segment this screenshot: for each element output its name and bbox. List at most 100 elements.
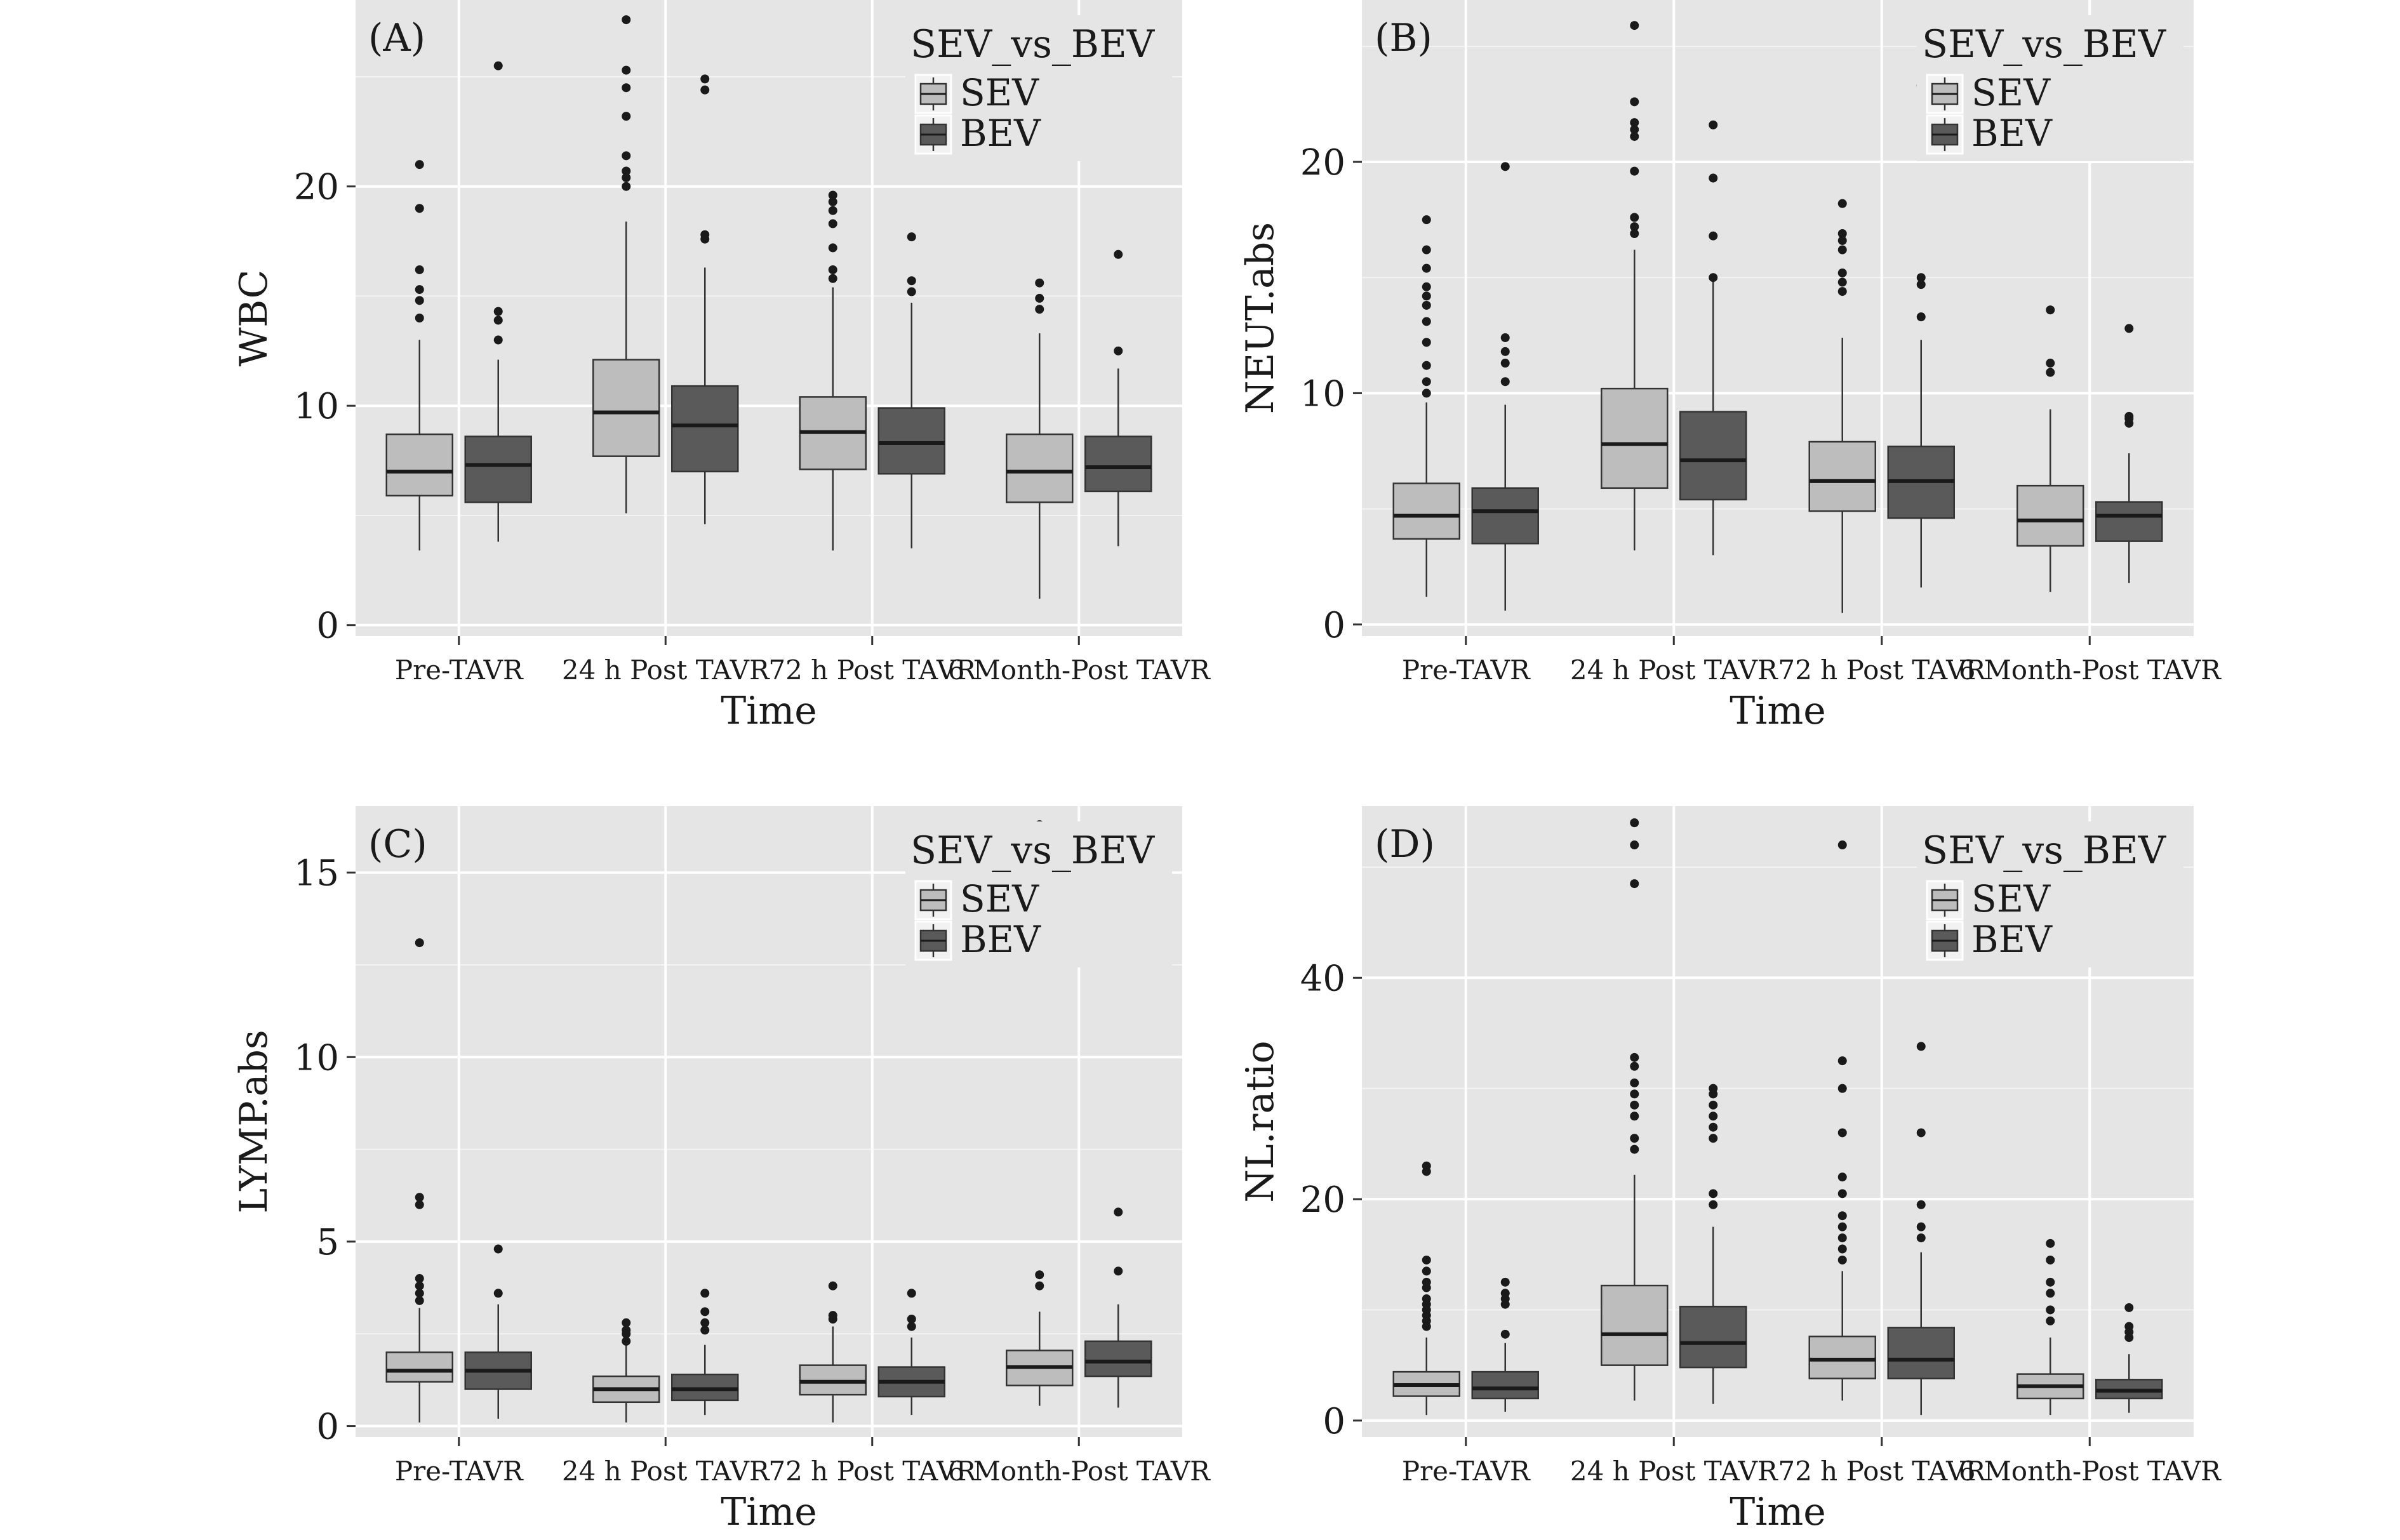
outlier-point bbox=[415, 1274, 424, 1284]
box-sev-3 bbox=[2017, 305, 2084, 592]
box-iqr bbox=[1601, 1284, 1669, 1366]
outlier-point bbox=[1500, 347, 1510, 356]
x-tick-label: Pre-TAVR bbox=[395, 1456, 524, 1487]
y-tick-label: 10 bbox=[1300, 373, 1345, 415]
outlier-point bbox=[1422, 1255, 1431, 1265]
outlier-point bbox=[1630, 1061, 1639, 1071]
outlier-point bbox=[1837, 1244, 1847, 1254]
outlier-point bbox=[1630, 213, 1639, 222]
outlier-point bbox=[1630, 166, 1639, 176]
outlier-point bbox=[1709, 1189, 1718, 1198]
y-tick-label: 20 bbox=[1300, 142, 1345, 183]
outlier-point bbox=[415, 285, 424, 295]
box-iqr bbox=[385, 1351, 453, 1383]
box-iqr bbox=[1808, 441, 1876, 512]
outlier-point bbox=[415, 1200, 424, 1209]
outlier-point bbox=[1500, 162, 1510, 171]
outlier-point bbox=[1709, 120, 1718, 129]
outlier-point bbox=[493, 315, 503, 325]
chart-panel-b: 0 10 20 Pre-TAVR 24 h Post TAVR 72 h Post TAV… bbox=[1238, 0, 2222, 733]
x-tick-label: Pre-TAVR bbox=[1402, 1456, 1531, 1487]
outlier-point bbox=[1837, 1222, 1847, 1231]
x-tick-label: 24 h Post TAVR bbox=[1570, 654, 1778, 686]
panel-label: (D) bbox=[1375, 822, 1435, 866]
outlier-point bbox=[493, 61, 503, 70]
outlier-point bbox=[622, 83, 631, 93]
y-axis-title: NL.ratio bbox=[1238, 1040, 1283, 1202]
outlier-point bbox=[1114, 346, 1123, 355]
y-tick-label: 40 bbox=[1300, 958, 1345, 999]
outlier-point bbox=[700, 1318, 710, 1327]
legend-entry-sev: SEV bbox=[960, 877, 1039, 920]
outlier-point bbox=[1837, 268, 1847, 277]
box-iqr bbox=[1084, 435, 1152, 493]
outlier-point bbox=[1422, 245, 1431, 255]
box-sev-1 bbox=[592, 1318, 660, 1423]
outlier-point bbox=[415, 1296, 424, 1305]
box-bev-0 bbox=[464, 1244, 532, 1419]
outlier-point bbox=[907, 1289, 916, 1298]
x-tick-label: 72 h Post TAVR bbox=[1778, 654, 1986, 686]
box-iqr bbox=[1471, 487, 1539, 545]
outlier-point bbox=[907, 1322, 916, 1331]
box-sev-3 bbox=[1006, 278, 1074, 599]
outlier-point bbox=[1630, 222, 1639, 232]
outlier-point bbox=[415, 296, 424, 305]
box-bev-2 bbox=[1887, 81, 1955, 588]
outlier-point bbox=[1035, 293, 1044, 303]
outlier-point bbox=[622, 15, 631, 25]
outlier-point bbox=[1916, 1128, 1926, 1138]
y-axis-title: LYMP.abs bbox=[232, 1030, 276, 1213]
outlier-point bbox=[1035, 1270, 1044, 1280]
box-sev-2 bbox=[1808, 199, 1876, 613]
outlier-point bbox=[828, 243, 837, 253]
legend-title: SEV_vs_BEV bbox=[910, 22, 1156, 67]
outlier-point bbox=[415, 204, 424, 213]
panel-label: (C) bbox=[368, 822, 427, 866]
outlier-point bbox=[828, 1281, 837, 1291]
outlier-point bbox=[1916, 312, 1926, 322]
outlier-point bbox=[1837, 1211, 1847, 1221]
box-bev-0 bbox=[1471, 162, 1539, 611]
box-iqr bbox=[2017, 484, 2084, 547]
outlier-point bbox=[1837, 245, 1847, 255]
outlier-point bbox=[415, 1193, 424, 1202]
y-tick-label: 0 bbox=[316, 606, 339, 647]
outlier-point bbox=[1035, 305, 1044, 314]
panel-label: (B) bbox=[1375, 16, 1432, 60]
outlier-point bbox=[493, 1244, 503, 1254]
box-iqr bbox=[1006, 433, 1074, 503]
outlier-point bbox=[622, 1318, 631, 1327]
box-sev-2 bbox=[1808, 840, 1876, 1401]
outlier-point bbox=[1837, 1233, 1847, 1243]
outlier-point bbox=[1422, 361, 1431, 370]
outlier-point bbox=[1837, 1128, 1847, 1138]
box-iqr bbox=[2095, 501, 2163, 542]
outlier-point bbox=[493, 335, 503, 345]
legend-title: SEV_vs_BEV bbox=[1922, 22, 2167, 67]
outlier-point bbox=[1500, 359, 1510, 368]
outlier-point bbox=[1837, 236, 1847, 245]
outlier-point bbox=[1500, 333, 1510, 342]
outlier-point bbox=[415, 1281, 424, 1291]
outlier-point bbox=[1422, 1161, 1431, 1171]
outlier-point bbox=[2046, 1289, 2055, 1298]
y-tick-label: 20 bbox=[294, 167, 339, 208]
outlier-point bbox=[1035, 278, 1044, 288]
outlier-point bbox=[1837, 1189, 1847, 1198]
outlier-point bbox=[1916, 1222, 1926, 1231]
outlier-point bbox=[2046, 368, 2055, 377]
box-iqr bbox=[1601, 387, 1669, 489]
chart-panel-d: 0 20 40 Pre-TAVR 24 h Post TAVR 72 h Post TAV… bbox=[1238, 806, 2222, 1534]
box-iqr bbox=[592, 359, 660, 457]
outlier-point bbox=[2124, 324, 2134, 333]
outlier-point bbox=[828, 206, 837, 215]
box-iqr bbox=[464, 435, 532, 503]
outlier-point bbox=[2124, 411, 2134, 421]
outlier-point bbox=[1630, 1089, 1639, 1099]
box-iqr bbox=[877, 407, 945, 475]
legend-entry-sev: SEV bbox=[1971, 877, 2051, 920]
outlier-point bbox=[1709, 1112, 1718, 1121]
